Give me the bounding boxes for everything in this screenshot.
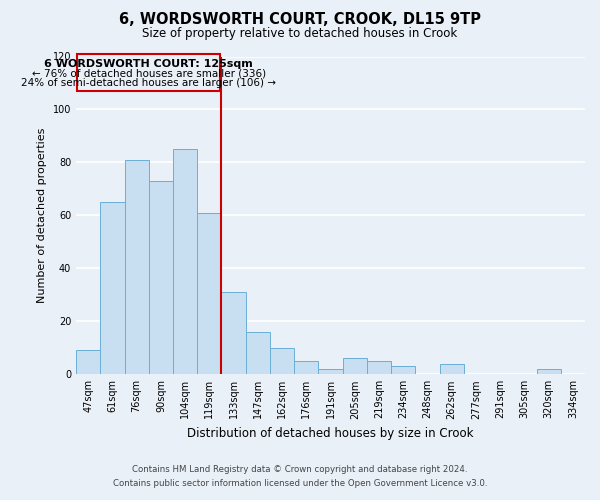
Bar <box>536 369 561 374</box>
Bar <box>367 361 391 374</box>
Bar <box>294 361 319 374</box>
Bar <box>319 369 343 374</box>
Text: Size of property relative to detached houses in Crook: Size of property relative to detached ho… <box>142 28 458 40</box>
Text: Contains HM Land Registry data © Crown copyright and database right 2024.
Contai: Contains HM Land Registry data © Crown c… <box>113 466 487 487</box>
Bar <box>221 292 246 374</box>
Bar <box>270 348 294 374</box>
Bar <box>197 213 221 374</box>
Bar <box>76 350 100 374</box>
Bar <box>246 332 270 374</box>
Bar <box>100 202 125 374</box>
Bar <box>391 366 415 374</box>
Bar <box>343 358 367 374</box>
Text: 6, WORDSWORTH COURT, CROOK, DL15 9TP: 6, WORDSWORTH COURT, CROOK, DL15 9TP <box>119 12 481 28</box>
Text: 24% of semi-detached houses are larger (106) →: 24% of semi-detached houses are larger (… <box>21 78 276 88</box>
Bar <box>125 160 149 374</box>
Text: ← 76% of detached houses are smaller (336): ← 76% of detached houses are smaller (33… <box>32 68 266 78</box>
X-axis label: Distribution of detached houses by size in Crook: Distribution of detached houses by size … <box>187 427 474 440</box>
Bar <box>440 364 464 374</box>
Bar <box>173 149 197 374</box>
Bar <box>149 181 173 374</box>
Y-axis label: Number of detached properties: Number of detached properties <box>37 128 47 303</box>
FancyBboxPatch shape <box>77 54 220 91</box>
Text: 6 WORDSWORTH COURT: 125sqm: 6 WORDSWORTH COURT: 125sqm <box>44 58 253 68</box>
